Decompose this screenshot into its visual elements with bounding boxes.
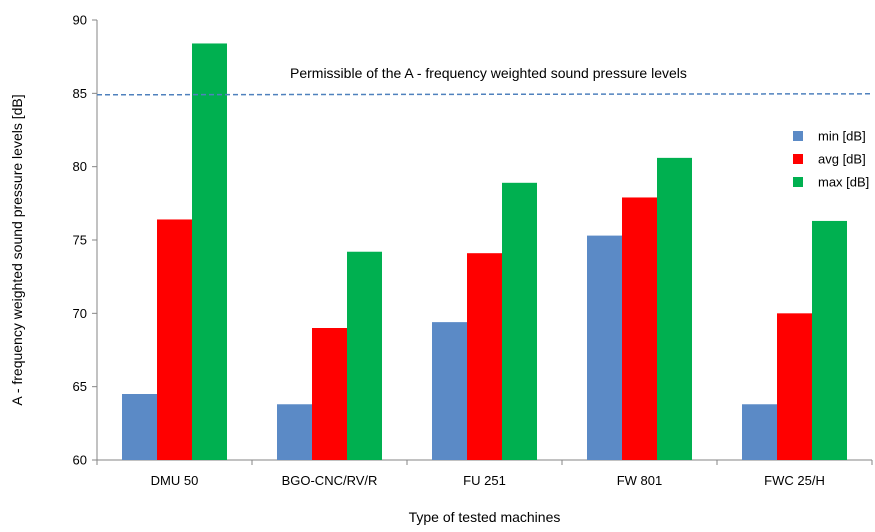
- y-tick-label: 70: [73, 306, 87, 321]
- y-tick-label: 80: [73, 159, 87, 174]
- bar-avg: [622, 197, 657, 460]
- bar-min: [277, 404, 312, 460]
- bar-max: [812, 220, 847, 460]
- permissible-level-line: [96, 93, 873, 96]
- y-axis-title: A - frequency weighted sound pressure le…: [9, 94, 25, 405]
- y-tick-label: 75: [73, 233, 87, 248]
- bar-max: [192, 43, 227, 460]
- bar-max: [502, 182, 537, 461]
- reference-line-group: Permissible of the A - frequency weighte…: [96, 65, 873, 96]
- legend-label: min [dB]: [818, 129, 866, 144]
- y-tick-label: 65: [73, 379, 87, 394]
- x-category-label: FWC 25/H: [764, 473, 825, 488]
- x-category-label: BGO-CNC/RV/R: [282, 473, 378, 488]
- bar-max: [347, 251, 382, 460]
- bar-max: [657, 157, 692, 460]
- legend-swatch: [793, 177, 803, 187]
- legend-swatch: [793, 131, 803, 141]
- bar-avg: [467, 253, 502, 460]
- x-category-label: DMU 50: [151, 473, 199, 488]
- y-axis-ticks: 60 65 70 75 80 85 90: [73, 13, 97, 468]
- bar-min: [432, 322, 467, 460]
- bar-min: [742, 404, 777, 460]
- permissible-level-label: Permissible of the A - frequency weighte…: [290, 65, 687, 81]
- x-axis-title: Type of tested machines: [409, 509, 561, 525]
- y-tick-label: 90: [73, 13, 87, 28]
- bar-avg: [157, 219, 192, 460]
- legend: min [dB] avg [dB] max [dB]: [793, 129, 869, 190]
- legend-swatch: [793, 154, 803, 164]
- bar-min: [587, 235, 622, 460]
- bar-min: [122, 394, 157, 460]
- bars: [122, 43, 847, 461]
- y-tick-label: 60: [73, 453, 87, 468]
- x-category-label: FW 801: [617, 473, 663, 488]
- legend-label: max [dB]: [818, 175, 869, 190]
- bar-avg: [312, 328, 347, 460]
- legend-label: avg [dB]: [818, 152, 866, 167]
- bar-avg: [777, 313, 812, 460]
- x-axis-ticks: DMU 50 BGO-CNC/RV/R FU 251 FW 801 FWC 25/H: [96, 460, 873, 488]
- y-tick-label: 85: [73, 86, 87, 101]
- x-category-label: FU 251: [463, 473, 506, 488]
